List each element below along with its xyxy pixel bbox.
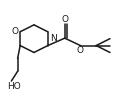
Text: O: O <box>11 27 18 36</box>
Text: O: O <box>77 46 84 55</box>
Text: O: O <box>61 15 68 24</box>
Text: N: N <box>50 34 56 43</box>
Text: HO: HO <box>7 82 21 91</box>
